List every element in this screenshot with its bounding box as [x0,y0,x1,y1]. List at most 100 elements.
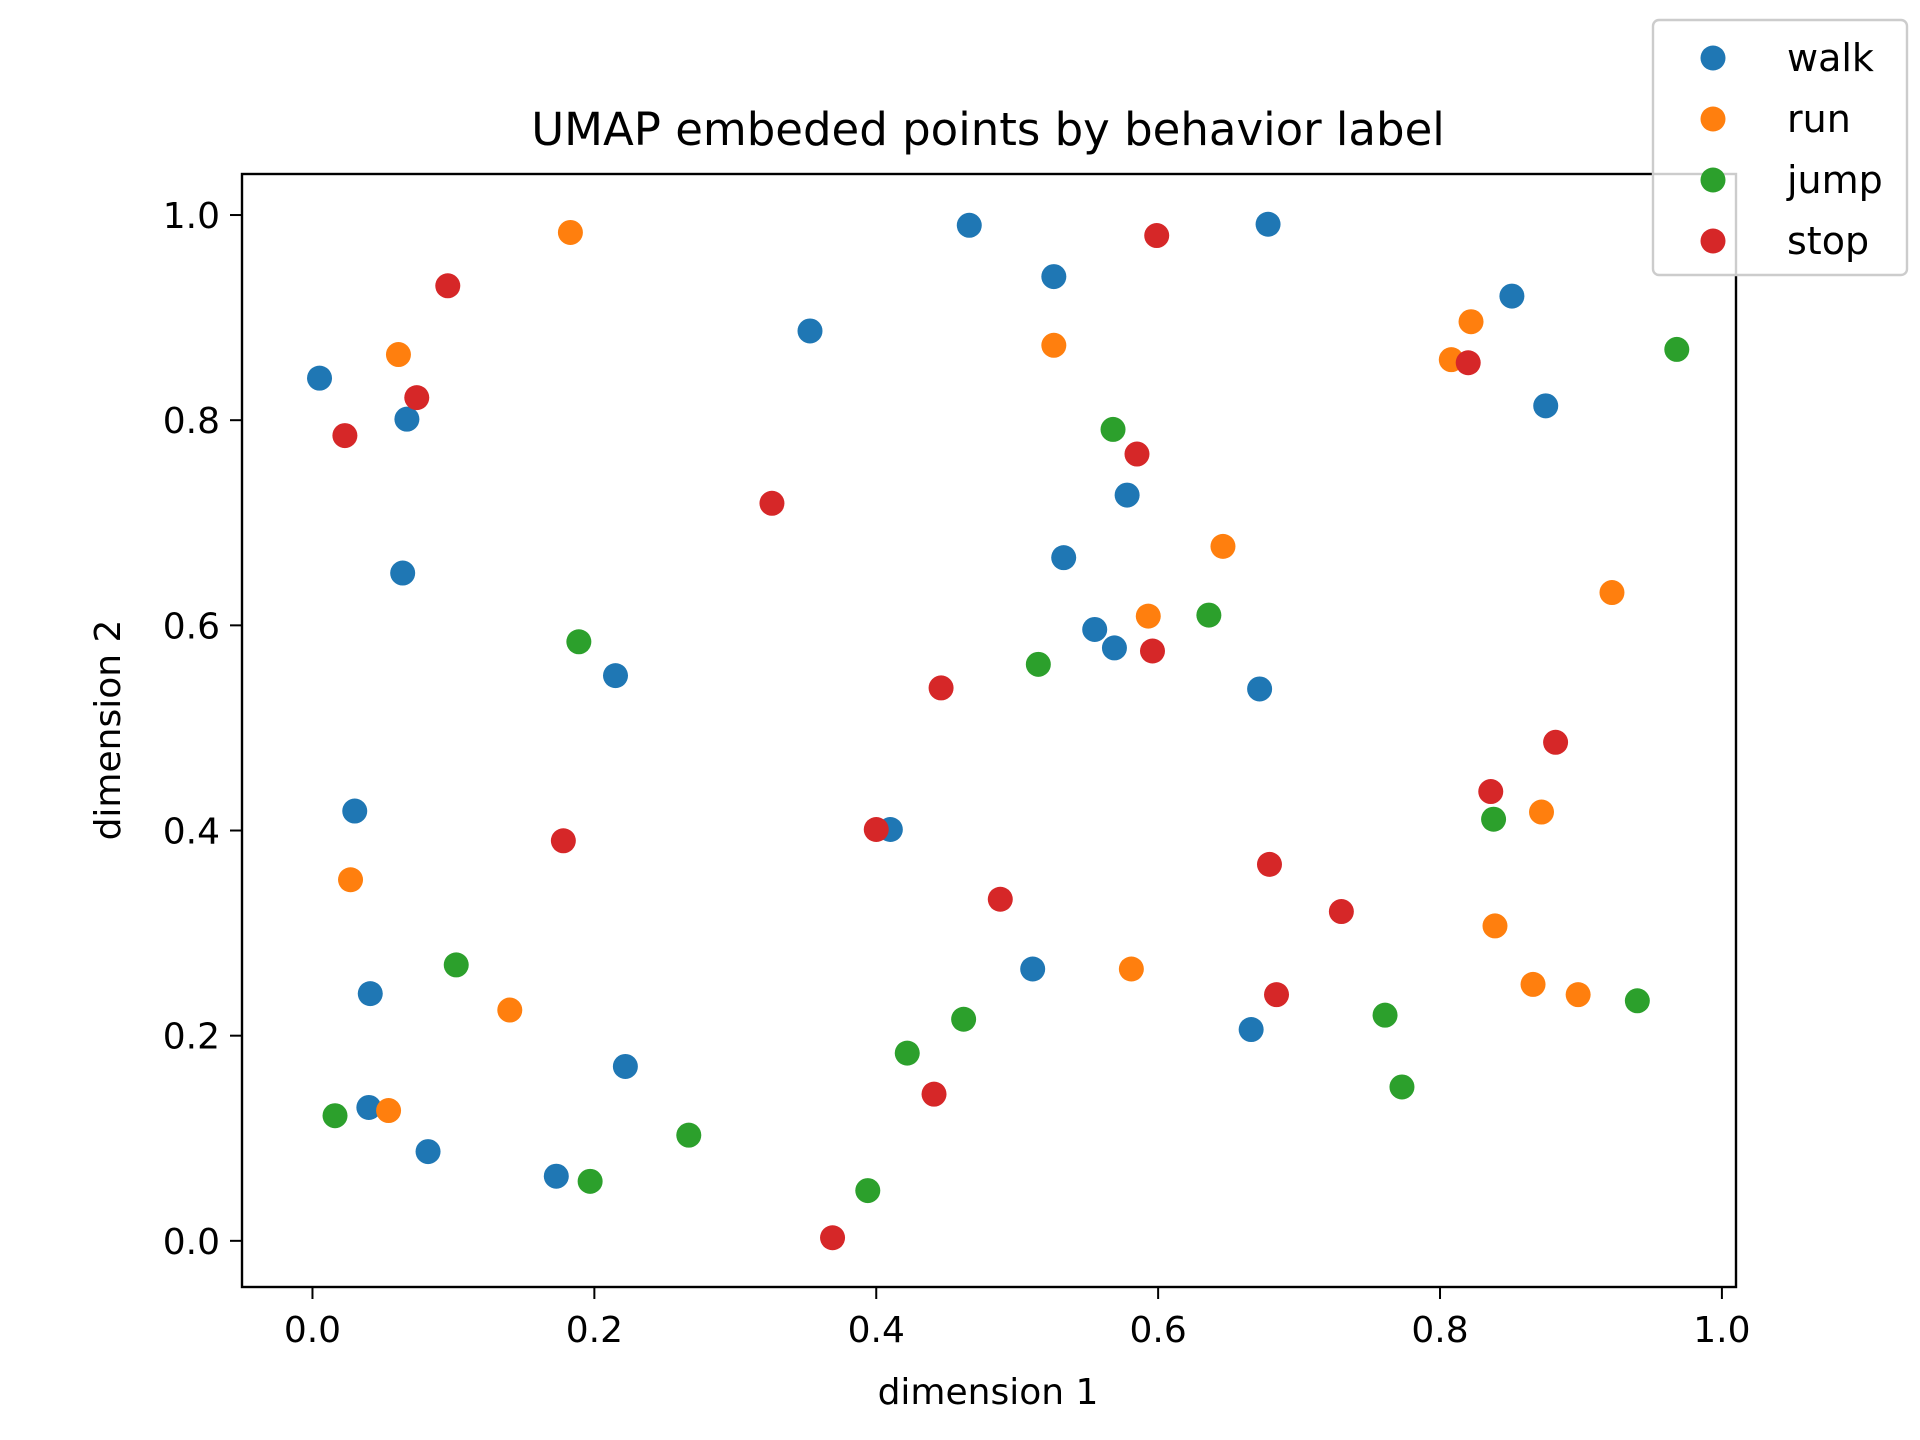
point-stop-5 [820,1225,846,1251]
point-walk-21 [1255,211,1281,237]
point-run-7 [1135,603,1161,629]
y-tick-label: 0.6 [163,606,220,647]
point-stop-2 [435,273,461,299]
point-stop-15 [1328,899,1354,925]
legend-item-run: run [1700,97,1851,141]
legend-label-jump: jump [1786,158,1883,202]
y-tick-label: 0.8 [163,401,220,442]
x-tick-label: 1.0 [1693,1310,1750,1351]
point-walk-20 [1247,676,1273,702]
point-jump-6 [894,1040,920,1066]
point-stop-13 [1256,851,1282,877]
point-run-10 [1458,309,1484,335]
point-walk-6 [415,1139,441,1165]
point-run-8 [1210,533,1236,559]
point-run-11 [1482,913,1508,939]
point-stop-3 [550,828,576,854]
point-walk-2 [390,560,416,586]
point-run-4 [557,219,583,245]
legend-entries: walk run jump stop [1700,36,1883,263]
point-jump-2 [566,629,592,655]
point-jump-4 [676,1122,702,1148]
y-axis-ticks: 0.0 0.2 0.4 0.6 0.8 1.0 [163,196,242,1263]
point-jump-10 [1196,602,1222,628]
point-walk-8 [603,663,628,689]
point-stop-6 [863,816,889,842]
series-jump [322,336,1690,1204]
point-run-2 [385,342,411,368]
point-run-12 [1520,971,1546,997]
point-walk-22 [1499,283,1525,309]
legend-label-stop: stop [1787,219,1869,263]
point-run-0 [338,867,364,893]
series-stop [332,223,1569,1251]
point-jump-0 [322,1103,348,1129]
point-stop-14 [1264,982,1290,1008]
legend: walk run jump stop [1651,18,1909,277]
point-stop-17 [1478,779,1504,805]
point-walk-18 [1114,482,1140,508]
points-layer [307,211,1690,1251]
x-tick-label: 0.8 [1411,1310,1468,1351]
y-tick-label: 1.0 [163,196,220,237]
point-walk-12 [956,212,982,238]
point-stop-4 [759,490,785,516]
y-axis-label: dimension 2 [88,620,129,841]
y-tick-label: 0.4 [163,812,220,853]
point-stop-9 [987,886,1013,912]
point-walk-14 [1041,264,1067,290]
point-jump-15 [1664,336,1690,362]
point-jump-13 [1481,806,1507,832]
legend-label-run: run [1787,97,1851,141]
point-run-3 [497,997,523,1023]
point-run-13 [1529,799,1554,825]
point-stop-18 [1543,729,1569,755]
point-stop-8 [928,675,954,701]
point-run-6 [1118,956,1144,982]
point-jump-9 [1100,416,1126,442]
point-jump-12 [1389,1074,1415,1100]
point-jump-8 [1025,651,1051,677]
point-run-1 [376,1098,402,1124]
series-run [338,219,1625,1124]
legend-marker-stop [1700,228,1726,254]
point-walk-9 [612,1053,638,1079]
legend-label-walk: walk [1787,36,1874,80]
point-stop-16 [1455,350,1481,376]
point-stop-12 [1144,223,1170,249]
legend-item-jump: jump [1700,158,1883,202]
point-walk-1 [394,406,420,432]
point-stop-10 [1124,441,1150,467]
x-tick-label: 0.2 [566,1310,623,1351]
point-stop-11 [1139,638,1165,664]
x-tick-label: 0.6 [1129,1310,1186,1351]
point-walk-10 [797,318,823,344]
point-walk-23 [1533,393,1559,419]
point-run-14 [1565,982,1591,1008]
point-walk-16 [1082,616,1108,642]
point-stop-7 [921,1081,947,1107]
point-run-15 [1599,580,1625,606]
legend-item-stop: stop [1700,219,1869,263]
point-jump-7 [951,1006,977,1032]
point-walk-19 [1238,1017,1264,1043]
point-walk-4 [357,981,383,1007]
point-stop-0 [332,423,358,449]
point-walk-15 [1051,545,1077,571]
series-walk [307,211,1559,1189]
legend-marker-walk [1700,45,1726,71]
point-walk-5 [356,1094,382,1120]
chart-title: UMAP embeded points by behavior label [531,103,1445,156]
point-jump-11 [1372,1002,1398,1028]
x-tick-label: 0.0 [284,1310,341,1351]
y-tick-label: 0.0 [163,1222,220,1263]
x-axis-ticks: 0.0 0.2 0.4 0.6 0.8 1.0 [284,1287,1751,1351]
point-stop-1 [404,385,430,411]
point-walk-13 [1020,956,1046,982]
y-tick-label: 0.2 [163,1017,220,1058]
point-jump-3 [577,1168,603,1194]
point-walk-3 [342,798,368,824]
point-walk-7 [543,1163,569,1189]
